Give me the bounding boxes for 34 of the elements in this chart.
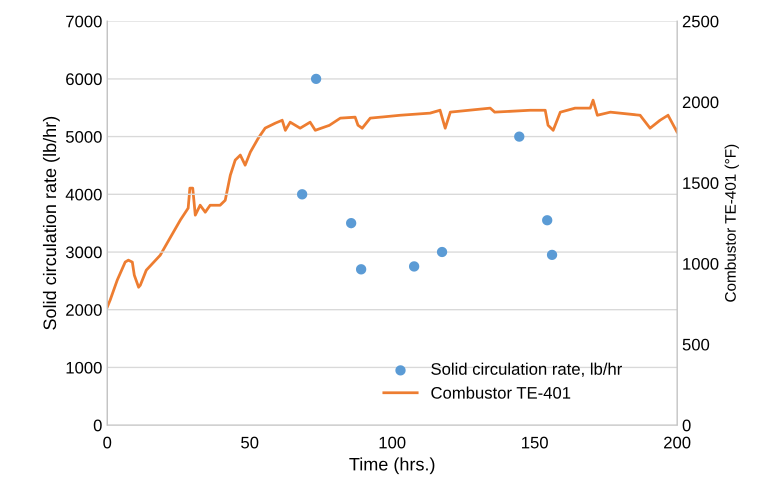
y-tick-label: 2000 bbox=[66, 304, 102, 316]
x-tick-label: 150 bbox=[522, 436, 548, 448]
point bbox=[542, 215, 552, 226]
y2-tick-label: 1500 bbox=[683, 177, 718, 189]
point bbox=[296, 189, 308, 200]
point bbox=[356, 264, 366, 274]
y-tick-label: 6000 bbox=[66, 73, 102, 86]
y2-tick-label: 500 bbox=[682, 338, 710, 351]
y2-tick-label: 0 bbox=[682, 420, 691, 432]
y2-tick-label: 2000 bbox=[682, 96, 718, 108]
legend-label: Combustor TE-401 bbox=[431, 386, 570, 399]
y-tick-label: 7000 bbox=[66, 16, 102, 28]
line-series bbox=[107, 98, 678, 309]
y-axis-title: Solid circulation rate (lb/hr) bbox=[42, 116, 60, 330]
point bbox=[546, 250, 558, 260]
y-tick-label: 4000 bbox=[66, 188, 102, 201]
y2-tick-label: 2500 bbox=[682, 16, 718, 28]
y-tick-label: 0 bbox=[94, 420, 102, 432]
point bbox=[436, 246, 448, 258]
x-tick-label: 50 bbox=[241, 436, 258, 448]
y-tick-label: 3000 bbox=[66, 246, 102, 258]
point bbox=[514, 131, 524, 142]
legend-label: Solid circulation rate, lb/hr bbox=[431, 362, 622, 377]
y2-axis-title: Combustor TE-401 (°F) bbox=[724, 144, 739, 302]
point bbox=[310, 74, 322, 84]
x-tick-label: 100 bbox=[380, 436, 406, 448]
point bbox=[346, 218, 356, 228]
y2-tick-label: 1000 bbox=[683, 258, 718, 270]
y-tick-label: 5000 bbox=[66, 131, 102, 143]
y-tick-label: 1000 bbox=[66, 362, 102, 374]
x-tick-label: 0 bbox=[103, 436, 112, 448]
point bbox=[408, 261, 420, 272]
x-tick-label: 200 bbox=[664, 436, 690, 448]
x-axis-title: Time (hrs.) bbox=[349, 457, 434, 474]
